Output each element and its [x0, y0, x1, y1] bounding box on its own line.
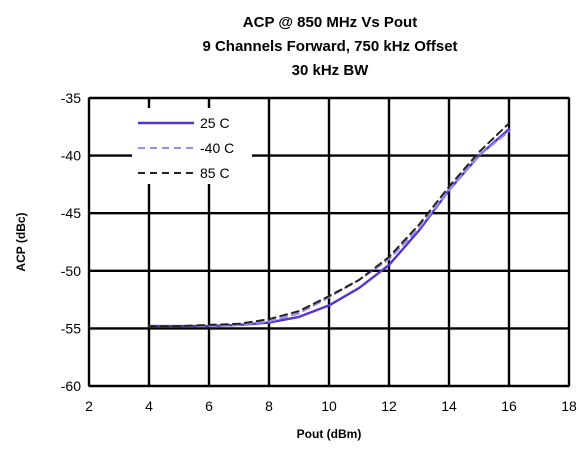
chart-legend: 25 C -40 C 85 C — [132, 108, 252, 184]
chart-title: ACP @ 850 MHz Vs Pout 9 Channels Forward… — [202, 14, 457, 79]
x-tick-label: 6 — [205, 398, 213, 414]
x-tick-label: 10 — [321, 398, 337, 414]
y-tick-label: -45 — [61, 205, 81, 221]
chart-title-line-1: ACP @ 850 MHz Vs Pout — [243, 14, 417, 31]
legend-label: 25 C — [200, 115, 230, 131]
series-line-2 — [148, 130, 510, 328]
y-tick-label: -35 — [61, 90, 81, 106]
x-tick-label: 14 — [441, 398, 457, 414]
y-tick-label: -60 — [61, 378, 81, 394]
series-line-3 — [148, 122, 510, 328]
x-axis-tick-labels: 2 4 6 8 10 12 14 16 18 — [85, 398, 577, 414]
x-tick-label: 4 — [145, 398, 153, 414]
x-tick-label: 2 — [85, 398, 93, 414]
series-lines — [147, 122, 511, 328]
y-axis-label: ACP (dBc) — [14, 212, 28, 271]
x-tick-label: 18 — [561, 398, 577, 414]
y-axis-tick-labels: -35 -40 -45 -50 -55 -60 — [61, 90, 81, 394]
chart-title-line-2: 9 Channels Forward, 750 kHz Offset — [202, 38, 457, 55]
x-tick-label: 12 — [381, 398, 397, 414]
legend-label: -40 C — [200, 140, 234, 156]
y-tick-label: -55 — [61, 320, 81, 336]
x-tick-label: 8 — [265, 398, 273, 414]
legend-background — [132, 108, 252, 184]
x-axis-label: Pout (dBm) — [297, 427, 362, 441]
y-tick-label: -40 — [61, 148, 81, 164]
chart-title-line-3: 30 kHz BW — [292, 62, 370, 79]
legend-label: 85 C — [200, 165, 230, 181]
x-tick-label: 16 — [501, 398, 517, 414]
plot-area-frame — [88, 97, 570, 387]
y-tick-label: -50 — [61, 263, 81, 279]
